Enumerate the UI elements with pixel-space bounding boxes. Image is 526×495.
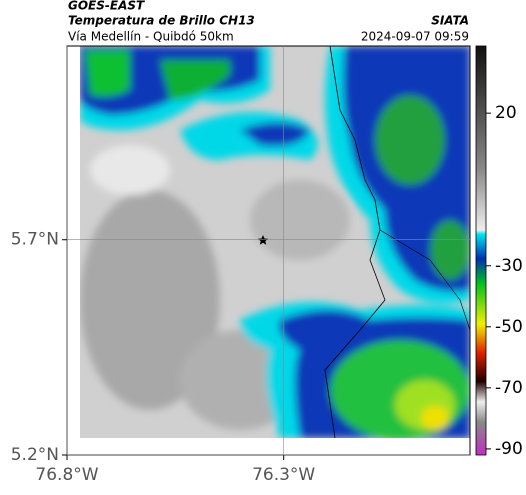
x-tick-label: 76.3°W: [252, 465, 315, 485]
colorbar-tick-label: 20: [495, 103, 517, 123]
platform: GOES-EAST: [68, 0, 145, 13]
colorbar: [475, 45, 487, 456]
timestamp: 2024-09-07 09:59: [361, 30, 469, 44]
title: Temperatura de Brillo CH13: [68, 14, 255, 28]
colorbar-tick-label: -70: [495, 378, 523, 398]
x-tick-label: 76.8°W: [35, 465, 98, 485]
satellite-image: [80, 46, 470, 438]
colorbar-tick-label: -50: [495, 317, 523, 337]
y-tick-label: 5.2°N: [11, 445, 59, 465]
colorbar-tick-label: -30: [495, 256, 523, 276]
y-tick-label: 5.7°N: [11, 230, 59, 250]
subtitle: Vía Medellín - Quibdó 50km: [68, 30, 234, 44]
source: SIATA: [431, 14, 469, 28]
colorbar-tick-label: -90: [495, 439, 523, 459]
